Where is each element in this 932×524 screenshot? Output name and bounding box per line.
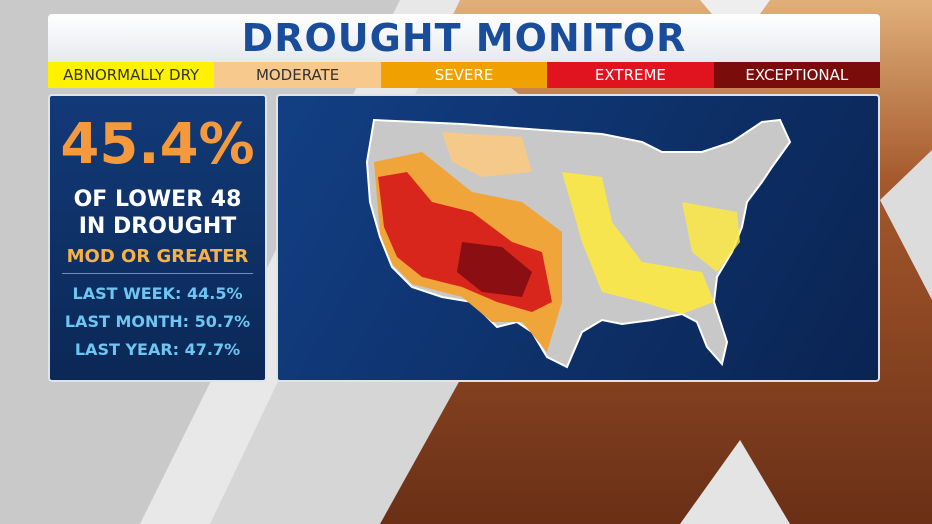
drought-area xyxy=(457,242,532,297)
legend-item: EXCEPTIONAL xyxy=(713,62,881,88)
headline-stat: 45.4% xyxy=(60,112,255,177)
legend-item: MODERATE xyxy=(214,62,381,88)
stats-panel: 45.4% OF LOWER 48 IN DROUGHT MOD OR GREAT… xyxy=(48,94,267,382)
stat-caption: OF LOWER 48 IN DROUGHT xyxy=(50,186,265,240)
title-bar: DROUGHT MONITOR xyxy=(48,14,880,62)
comparison: LAST MONTH: 50.7% xyxy=(64,312,251,331)
legend: ABNORMALLY DRY MODERATE SEVERE EXTREME EXCEP… xyxy=(48,62,881,88)
legend-item: EXTREME xyxy=(547,62,714,88)
comparison: LAST YEAR: 47.7% xyxy=(74,340,241,359)
caption-line: OF LOWER 48 xyxy=(73,187,242,212)
drought-map xyxy=(365,118,792,369)
drought-area xyxy=(442,132,532,177)
title: DROUGHT MONITOR xyxy=(241,16,687,60)
legend-item: SEVERE xyxy=(380,62,548,88)
map-panel xyxy=(276,94,880,382)
qualifier: MOD OR GREATER xyxy=(62,246,253,274)
drought-area xyxy=(562,172,714,314)
legend-item: ABNORMALLY DRY xyxy=(48,62,215,88)
comparisons: LAST WEEK: 44.5% LAST MONTH: 50.7% LAST YE… xyxy=(50,280,265,364)
caption-line: IN DROUGHT xyxy=(78,214,237,239)
drought-area xyxy=(682,202,740,272)
comparison: LAST WEEK: 44.5% xyxy=(72,284,243,303)
